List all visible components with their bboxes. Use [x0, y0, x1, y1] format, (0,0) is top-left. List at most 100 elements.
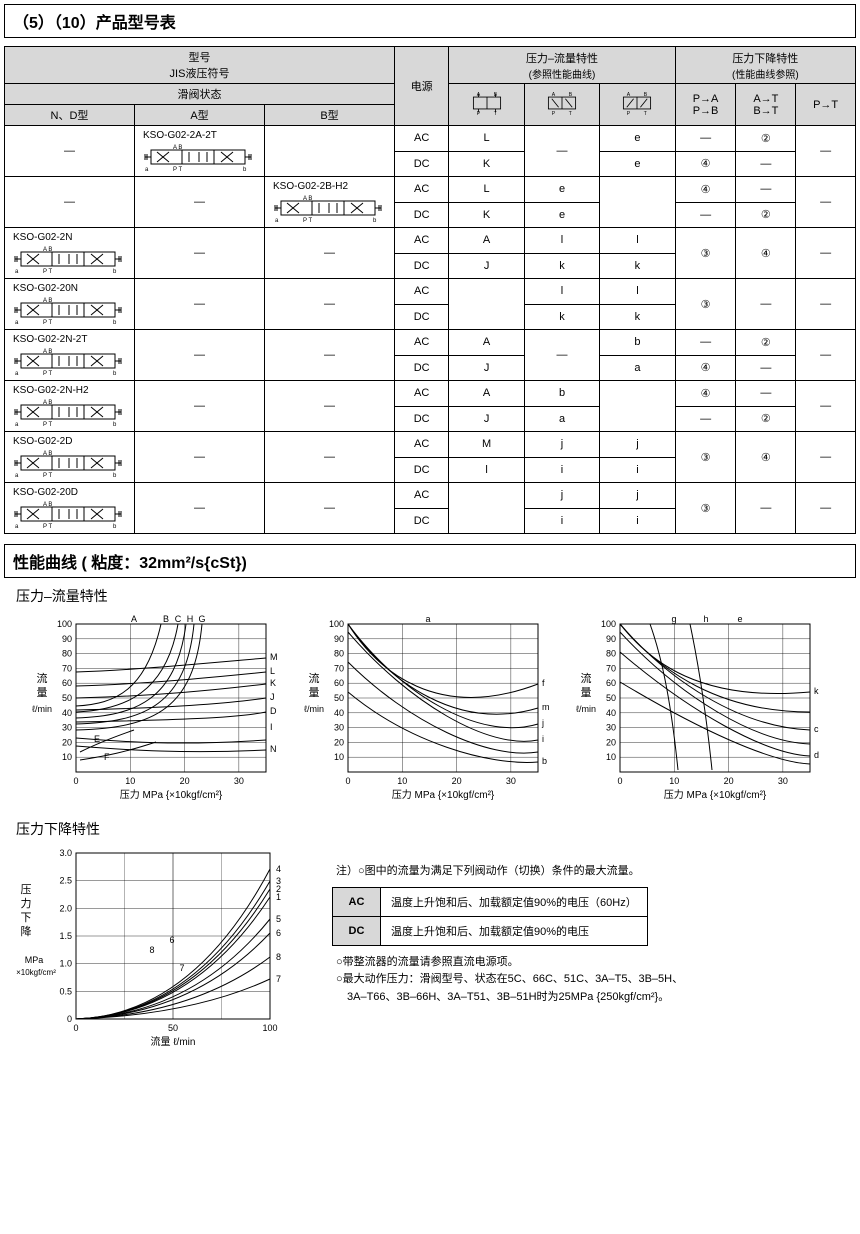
- model-cell: —: [135, 279, 265, 330]
- svg-text:F: F: [104, 752, 110, 762]
- svg-text:60: 60: [334, 678, 344, 688]
- cell-power: DC: [395, 151, 449, 177]
- svg-text:力: 力: [21, 897, 32, 910]
- cell-val: —: [796, 330, 856, 381]
- svg-text:压力 MPa {×10kgf/cm²}: 压力 MPa {×10kgf/cm²}: [120, 788, 223, 801]
- th-sym3: ABPT: [600, 84, 675, 126]
- cell-val: [449, 279, 524, 330]
- model-cell: —: [135, 483, 265, 534]
- cell-power: DC: [395, 304, 449, 330]
- cell-val: —: [736, 151, 796, 177]
- cell-val: j: [524, 483, 599, 509]
- svg-text:压力 MPa {×10kgf/cm²}: 压力 MPa {×10kgf/cm²}: [392, 788, 495, 801]
- cell-val: ④: [675, 381, 736, 407]
- cell-power: AC: [395, 228, 449, 254]
- cell-val: e: [600, 126, 675, 152]
- cell-val: K: [449, 202, 524, 228]
- note-heading: 注）○图中的流量为满足下列阀动作（切换）条件的最大流量。: [336, 863, 856, 881]
- chart-2-svg: 0102030102030405060708090100流量ℓ/min压力 MP…: [298, 612, 558, 802]
- svg-text:3.0: 3.0: [59, 848, 72, 858]
- cell-val: i: [524, 457, 599, 483]
- svg-text:0: 0: [67, 1014, 72, 1024]
- cell-val: K: [449, 151, 524, 177]
- cell-val: a: [600, 355, 675, 381]
- svg-text:P T: P T: [43, 473, 52, 478]
- svg-text:40: 40: [334, 708, 344, 718]
- svg-text:0: 0: [617, 776, 622, 786]
- chart-pd-svg: 00.51.01.52.02.53.0050100压力下降MPa×10kgf/c…: [12, 843, 312, 1053]
- cell-val: i: [600, 457, 675, 483]
- cell-val: —: [675, 330, 736, 356]
- svg-text:H: H: [187, 614, 194, 624]
- svg-text:P T: P T: [303, 218, 312, 223]
- svg-text:b: b: [113, 473, 117, 478]
- model-cell: —: [135, 432, 265, 483]
- svg-text:50: 50: [168, 1023, 178, 1033]
- svg-text:90: 90: [606, 634, 616, 644]
- svg-text:1.0: 1.0: [59, 959, 72, 969]
- svg-text:a: a: [15, 371, 19, 376]
- cell-power: DC: [395, 508, 449, 534]
- pd-title: 压力下降特性: [16, 819, 856, 839]
- svg-text:2.5: 2.5: [59, 876, 72, 886]
- model-table: 型号 JIS液压符号 电源 压力–流量特性 (参照性能曲线) 压力下降特性 (性…: [4, 46, 856, 534]
- svg-text:MPa: MPa: [25, 955, 44, 965]
- cell-val: i: [600, 508, 675, 534]
- svg-text:10: 10: [669, 776, 679, 786]
- svg-text:J: J: [270, 692, 275, 702]
- model-cell: —: [135, 177, 265, 228]
- svg-text:流: 流: [309, 671, 320, 685]
- svg-text:b: b: [113, 320, 117, 325]
- cell-power: DC: [395, 457, 449, 483]
- model-cell: KSO-G02-2D A B a P T b: [5, 432, 135, 483]
- cell-power: AC: [395, 432, 449, 458]
- cell-val: —: [736, 177, 796, 203]
- note-ac-td: 温度上升饱和后、加载额定值90%的电压（60Hz）: [381, 887, 648, 916]
- svg-text:L: L: [270, 666, 275, 676]
- cell-power: DC: [395, 355, 449, 381]
- cell-val: k: [600, 253, 675, 279]
- svg-text:×10kgf/cm²: ×10kgf/cm²: [16, 968, 56, 977]
- model-cell: —: [265, 483, 395, 534]
- cell-val: —: [736, 483, 796, 534]
- svg-text:50: 50: [334, 693, 344, 703]
- svg-text:20: 20: [180, 776, 190, 786]
- svg-text:b: b: [113, 524, 117, 529]
- svg-text:20: 20: [606, 737, 616, 747]
- svg-text:e: e: [737, 614, 742, 624]
- note-ac-th: AC: [333, 887, 381, 916]
- cell-power: AC: [395, 279, 449, 305]
- model-cell: —: [265, 228, 395, 279]
- svg-text:b: b: [113, 422, 117, 427]
- cell-val: ②: [736, 202, 796, 228]
- model-cell: KSO-G02-20N A B a P T b: [5, 279, 135, 330]
- svg-text:I: I: [270, 722, 273, 732]
- model-cell: —: [135, 330, 265, 381]
- svg-text:60: 60: [606, 678, 616, 688]
- svg-text:20: 20: [724, 776, 734, 786]
- th-pd-c2: A→T B→T: [736, 84, 796, 126]
- model-cell: [265, 126, 395, 177]
- cell-val: j: [600, 483, 675, 509]
- th-pd-c1a: P→A: [680, 93, 732, 105]
- cell-val: l: [449, 457, 524, 483]
- svg-text:a: a: [145, 167, 149, 172]
- cell-val: —: [796, 279, 856, 330]
- th-pd-t1: 压力下降特性: [680, 50, 851, 66]
- svg-text:90: 90: [62, 634, 72, 644]
- svg-text:A: A: [131, 614, 137, 624]
- cell-val: J: [449, 355, 524, 381]
- cell-val: ④: [675, 355, 736, 381]
- svg-text:a: a: [15, 269, 19, 274]
- valve-symbol-icon: ABPT: [470, 90, 504, 116]
- svg-text:P T: P T: [173, 167, 182, 172]
- cell-val: k: [524, 253, 599, 279]
- svg-text:降: 降: [21, 924, 32, 938]
- svg-text:b: b: [113, 269, 117, 274]
- svg-text:7: 7: [179, 963, 184, 973]
- svg-text:量: 量: [581, 686, 592, 699]
- model-cell: KSO-G02-2B-H2 A B a P T b: [265, 177, 395, 228]
- cell-val: ②: [736, 126, 796, 152]
- svg-text:T: T: [569, 111, 572, 116]
- svg-text:2.0: 2.0: [59, 903, 72, 913]
